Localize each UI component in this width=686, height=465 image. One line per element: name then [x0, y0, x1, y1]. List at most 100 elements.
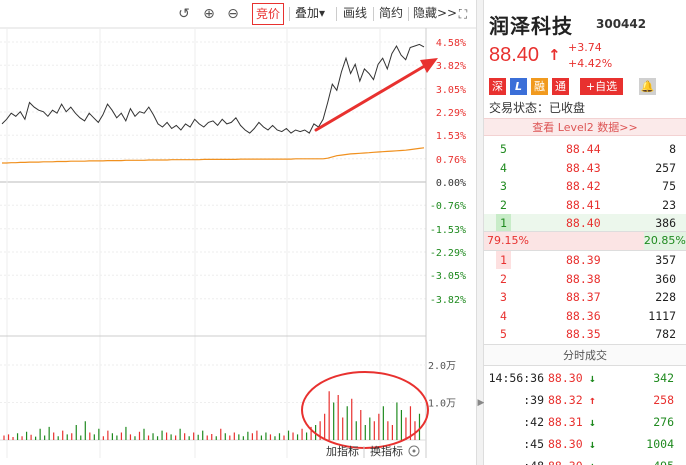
y-axis-tick-label: -2.29% [430, 248, 466, 259]
tick-time: :45 [523, 437, 544, 451]
order-book-row: 2 88.38 360 [484, 270, 686, 288]
tick-down-arrow-icon: ↓ [589, 437, 596, 451]
tick-down-arrow-icon: ↓ [589, 371, 596, 385]
intraday-chart-pane[interactable]: 4.58% 3.82% 3.05% 2.29% 1.53% 0.76% 0.00% -0.76… [0, 0, 476, 465]
order-level: 4 [500, 160, 507, 175]
order-level: 5 [500, 142, 507, 156]
chart-toolbar: ↺ ⊕ ⊖ 竞价 叠加▾ 画线 简约 隐藏>> ⛶ [0, 0, 476, 28]
y-axis-tick-label: -1.53% [430, 225, 466, 236]
order-volume: 782 [655, 327, 676, 341]
price-change: +3.74 [568, 41, 602, 54]
tick-price: 88.30 [548, 456, 583, 465]
order-level: 1 [496, 214, 511, 232]
order-book-row: 4 88.36 1117 [484, 307, 686, 325]
y-axis-tick-label: 1.53% [436, 131, 466, 142]
order-book-row: 4 88.43 257 [484, 159, 686, 177]
tick-volume: 495 [653, 456, 674, 465]
zoom-in-icon[interactable]: ⊕ [203, 6, 215, 22]
overlay-button[interactable]: 叠加▾ [295, 6, 326, 20]
zoom-out-icon[interactable]: ⊖ [227, 6, 239, 22]
draw-line-button[interactable]: 画线 [343, 6, 368, 20]
hide-button[interactable]: 隐藏>> [413, 6, 458, 20]
settings-icon-center [412, 449, 416, 453]
order-price: 88.41 [566, 197, 601, 212]
toolbar-divider [408, 7, 409, 21]
add-to-watchlist-button[interactable]: +自选 [580, 78, 623, 95]
y-axis-tick-label: 4.58% [436, 38, 466, 49]
price-line [1, 43, 425, 134]
order-volume: 357 [655, 253, 676, 267]
tick-time: :42 [523, 415, 544, 429]
tick-down-arrow-icon: ↓ [589, 415, 596, 429]
tick-row: :42 88.31 ↓ 276 [484, 412, 686, 432]
annotation-arrow-head [420, 58, 438, 73]
fullscreen-icon[interactable]: ⛶ [458, 7, 468, 21]
panel-collapse-handle[interactable]: ▶ [476, 0, 484, 465]
order-price: 88.37 [566, 290, 601, 304]
tick-volume: 258 [653, 393, 674, 407]
order-price: 88.36 [566, 308, 601, 323]
volume-tick-label: 1.0万 [428, 399, 456, 410]
order-price: 88.38 [566, 271, 601, 286]
stock-name: 润泽科技 [489, 14, 573, 38]
stock-code: 300442 [596, 17, 647, 31]
collapse-arrow-icon[interactable]: ▶ [477, 398, 485, 408]
y-axis-tick-label: -3.05% [430, 271, 466, 282]
intraday-chart[interactable]: 4.58% 3.82% 3.05% 2.29% 1.53% 0.76% 0.00% -0.76… [0, 0, 476, 465]
annotation-arrow [314, 62, 430, 132]
y-axis-tick-label: 0.00% [436, 178, 466, 189]
tick-time: :39 [523, 393, 544, 407]
tick-row: :39 88.32 ↑ 258 [484, 390, 686, 410]
toolbar-divider [289, 7, 290, 21]
order-book-row: 1 88.40 386 [484, 214, 686, 232]
order-price: 88.40 [566, 216, 601, 230]
order-book-row: 2 88.41 23 [484, 196, 686, 214]
order-level: 3 [500, 290, 507, 304]
order-volume: 8 [669, 142, 676, 156]
order-volume: 1117 [648, 308, 676, 323]
order-price: 88.39 [566, 253, 601, 267]
view-level2-link[interactable]: 查看 Level2 数据>> [484, 118, 686, 136]
tick-price: 88.32 [548, 393, 583, 407]
ticks-title: 分时成交 [484, 344, 686, 366]
order-volume: 257 [655, 160, 676, 175]
tick-volume: 276 [653, 415, 674, 429]
toolbar-divider [336, 7, 337, 21]
order-level: 1 [496, 251, 511, 269]
undo-icon[interactable]: ↺ [178, 6, 190, 22]
quote-panel: 润泽科技 300442 88.40 ↑ +3.74 +4.42% 深 L 融 通… [484, 0, 686, 465]
tick-price: 88.30 [548, 437, 583, 451]
tick-up-arrow-icon: ↑ [589, 393, 596, 407]
tick-down-arrow-icon: ↓ [589, 456, 596, 465]
order-volume: 75 [662, 179, 676, 193]
order-volume: 360 [655, 271, 676, 286]
order-book-row: 5 88.35 782 [484, 325, 686, 343]
annotation-circle [301, 371, 429, 449]
auction-button[interactable]: 竞价 [252, 3, 285, 25]
y-axis-tick-label: 2.29% [436, 108, 466, 119]
settings-icon[interactable] [408, 445, 420, 457]
tick-price: 88.31 [548, 415, 583, 429]
add-indicator-button[interactable]: 加指标 [326, 444, 359, 458]
tick-volume: 1004 [646, 437, 674, 451]
y-axis-tick-label: 3.82% [436, 61, 466, 72]
switch-indicator-button[interactable]: 换指标 [370, 444, 403, 458]
connect-badge[interactable]: 通 [552, 78, 569, 95]
trade-status: 交易状态：已收盘 [489, 101, 586, 115]
order-volume: 386 [655, 216, 676, 230]
shenzhen-badge[interactable]: 深 [489, 78, 506, 95]
order-price: 88.42 [566, 179, 601, 193]
order-book-row: 3 88.42 75 [484, 177, 686, 195]
price-up-arrow-icon: ↑ [548, 46, 561, 64]
margin-badge[interactable]: 融 [531, 78, 548, 95]
order-ratio-bar: 79.15% 20.85% [484, 231, 686, 251]
simple-mode-button[interactable]: 简约 [379, 6, 404, 20]
level-badge[interactable]: L [510, 78, 527, 95]
tick-row: 14:56:36 88.30 ↓ 342 [484, 368, 686, 388]
bell-icon[interactable]: 🔔 [639, 78, 656, 95]
order-volume: 228 [655, 290, 676, 304]
average-price-line [2, 147, 425, 164]
volume-tick-label: 2.0万 [428, 361, 456, 372]
order-book-row: 5 88.44 8 [484, 140, 686, 158]
price-change-percent: +4.42% [568, 57, 613, 70]
